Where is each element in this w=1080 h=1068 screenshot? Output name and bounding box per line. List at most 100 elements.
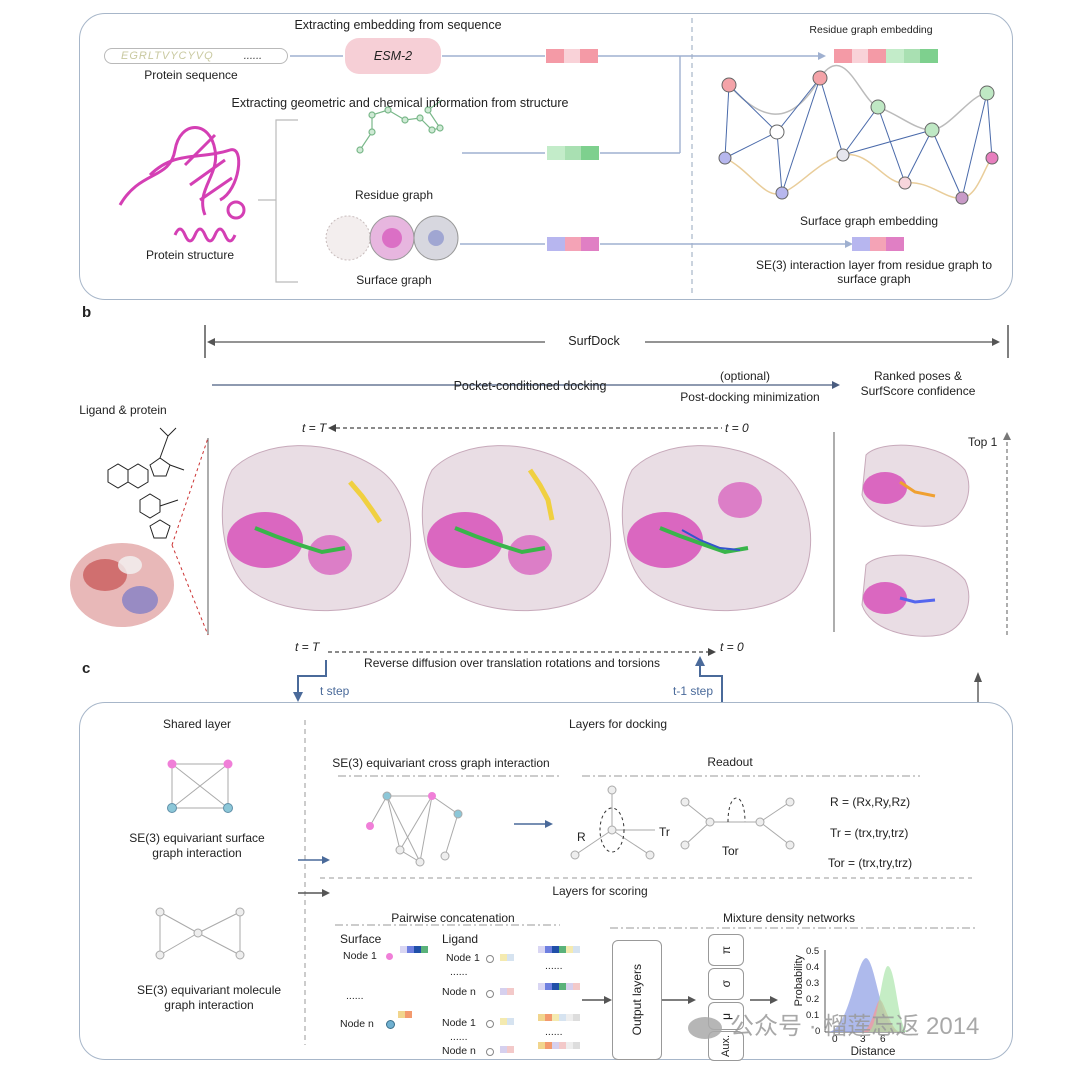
readout-torsion-icon (680, 797, 795, 850)
reverse-diffusion-label: Reverse diffusion over translation rotat… (364, 656, 660, 670)
optional-label: (optional) (719, 369, 771, 383)
surface-noden-vector (398, 1011, 412, 1018)
surface-interaction-line2: graph interaction (152, 846, 242, 860)
ligand-col-label: Ligand (442, 932, 479, 946)
shared-surface-graph-icon (167, 759, 233, 813)
ranked-poses-line2: SurfScore confidence (860, 384, 976, 398)
ranked-poses-line1: Ranked poses & (873, 369, 963, 383)
protein-sequence-label: Protein sequence (144, 68, 238, 82)
pairwise-label: Pairwise concatenation (391, 911, 515, 925)
density-xlabel: Distance (850, 1046, 896, 1058)
shared-molecule-graph-icon (155, 907, 245, 960)
surfdock-label: SurfDock (568, 334, 620, 348)
top1-label: Top 1 (968, 435, 998, 449)
output-layers-box: Output layers (612, 940, 662, 1060)
struct-title: Extracting geometric and chemical inform… (231, 96, 569, 110)
watermark-text: 公众号 · 榴莲忘返 2014 (730, 1013, 980, 1040)
pair-vector (538, 1014, 580, 1021)
ligand-noden-b: Node n (442, 1045, 476, 1057)
ligand-node-dot (486, 1020, 494, 1028)
interaction-embedding-bar (852, 237, 904, 251)
protein-structure-label: Protein structure (145, 248, 235, 262)
ytick-3: 0.2 (806, 994, 820, 1005)
panel-c-letter: c (82, 660, 91, 677)
protein-structure-icon (118, 126, 246, 243)
ligand-protein-label: Ligand & protein (79, 403, 167, 417)
density-ylabel: Probability (793, 955, 805, 1007)
sequence-input: EGRLTVYCYVQ ...... (104, 48, 288, 64)
t-T-top: t = T (302, 421, 327, 435)
ytick-5: 0 (815, 1026, 821, 1037)
cross-graph-icon (366, 791, 463, 867)
molecule-interaction-line2: graph interaction (164, 998, 254, 1012)
surface-graph-embedding-label: Surface graph embedding (799, 214, 939, 228)
seq-title: Extracting embedding from sequence (294, 18, 502, 32)
pi-label: π (719, 945, 733, 955)
readout-label: Readout (707, 755, 753, 769)
ligand-vector (500, 954, 514, 961)
post-docking-label: Post-docking minimization (680, 390, 820, 404)
residue-graph-icon (356, 99, 444, 154)
ytick-0: 0.5 (806, 946, 820, 957)
esm2-box: ESM-2 (345, 38, 441, 74)
equation-Tr: Tr = (trx,try,trz) (830, 826, 909, 840)
surface-node1: Node 1 (343, 950, 377, 962)
pair-vector (538, 946, 580, 953)
ligand-node-dot (486, 990, 494, 998)
surface-interaction-line1: SE(3) equivariant surface (129, 831, 265, 845)
xtick-2: 6 (880, 1034, 886, 1045)
equation-R: R = (Rx,Ry,Rz) (830, 795, 911, 809)
surface-graph-label: Surface graph (356, 273, 432, 287)
readout-Tr: Tr (659, 825, 670, 839)
interaction-layer-line2: surface graph (837, 272, 911, 286)
watermark: 公众号 · 榴莲忘返 2014 (688, 1006, 979, 1041)
sequence-embedding-bar (546, 49, 598, 63)
wechat-icon (688, 1016, 722, 1039)
sigma-box: σ (708, 968, 744, 1000)
surface-graph-icon (325, 215, 459, 261)
surface-embedding-bar (547, 237, 599, 251)
residue-graph-embedding-bar (834, 49, 938, 63)
readout-R: R (577, 830, 586, 844)
ligand-node-dot (486, 1048, 494, 1056)
esm2-label: ESM-2 (373, 49, 413, 63)
scoring-layers-label: Layers for scoring (552, 884, 648, 898)
equation-Tor: Tor = (trx,try,trz) (828, 856, 913, 870)
sigma-label: σ (719, 980, 733, 988)
shared-layer-label: Shared layer (162, 717, 232, 731)
pi-box: π (708, 934, 744, 966)
pair-dots-b: ...... (545, 1026, 563, 1038)
t-0-bottom: t = 0 (720, 640, 744, 654)
surface-node1-vector (400, 946, 428, 953)
ligand-structure-icon (107, 427, 185, 539)
interaction-layer-line1: SE(3) interaction layer from residue gra… (755, 258, 993, 272)
sequence-text: EGRLTVYCYVQ (121, 50, 214, 62)
pair-vector (538, 1042, 580, 1049)
pocket-docking-label: Pocket-conditioned docking (453, 379, 607, 393)
ligand-node1-b: Node 1 (442, 1017, 476, 1029)
ytick-4: 0.1 (806, 1010, 820, 1021)
residue-embedding-bar (547, 146, 599, 160)
ranked-pose-1 (861, 444, 970, 527)
ligand-node-dot (486, 955, 494, 963)
docking-snapshot-2 (421, 445, 612, 612)
t1-step-label: t-1 step (673, 684, 714, 698)
cross-graph-label: SE(3) equivariant cross graph interactio… (332, 756, 550, 770)
surface-node1-dot (386, 953, 393, 960)
pair-vector (538, 983, 580, 990)
readout-rotation-icon (570, 785, 655, 860)
t-0-top: t = 0 (725, 421, 749, 435)
surface-noden: Node n (340, 1018, 374, 1030)
protein-surface-icon (70, 543, 174, 627)
sequence-dots: ...... (243, 50, 263, 62)
xtick-1: 3 (860, 1034, 866, 1045)
ligand-dots-b: ...... (450, 1031, 468, 1043)
pair-dots-a: ...... (545, 960, 563, 972)
residue-graph-label: Residue graph (354, 188, 434, 202)
output-layers-label: Output layers (630, 964, 644, 1036)
surface-dots: ...... (346, 990, 364, 1002)
residue-graph-embedding-label: Residue graph embedding (809, 24, 933, 36)
mdn-label: Mixture density networks (722, 911, 856, 925)
ytick-1: 0.4 (806, 962, 820, 973)
